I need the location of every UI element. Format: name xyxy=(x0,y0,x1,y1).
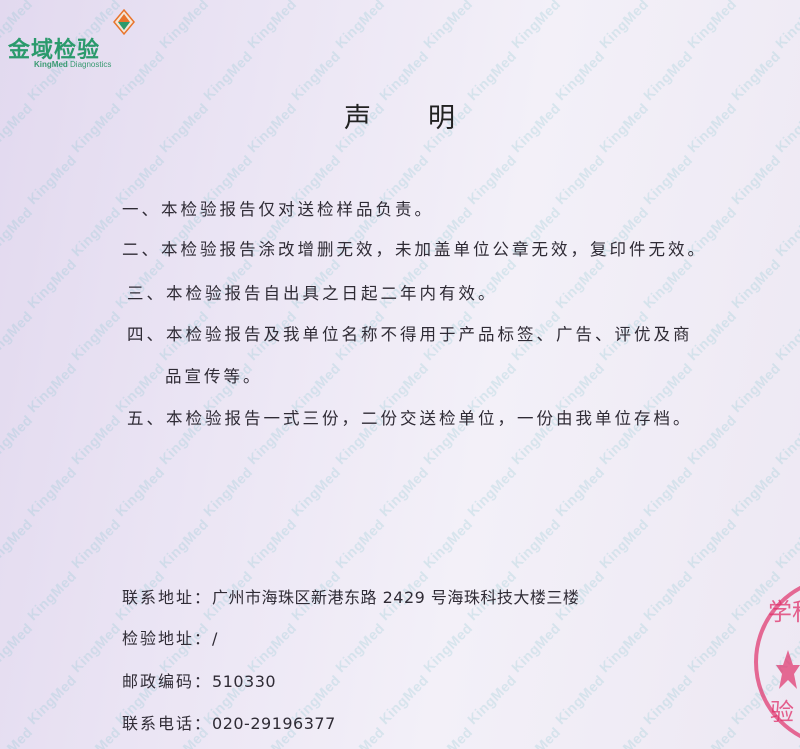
kingmed-logo: 金域检验 KingMed Diagnostics xyxy=(8,8,138,72)
logo-diamond-icon xyxy=(113,8,135,36)
svg-text:学科: 学科 xyxy=(768,598,800,626)
clause-4: 四、本检验报告及我单位名称不得用于产品标签、广告、评优及商 xyxy=(127,325,693,344)
page-title: 声明 xyxy=(344,103,456,134)
contact-address: 联系地址：广州市海珠区新港东路 2429 号海珠科技大楼三楼 xyxy=(122,588,580,607)
red-seal-stamp: 学科 验 xyxy=(754,585,800,739)
clause-5: 五、本检验报告一式三份，二份交送检单位，一份由我单位存档。 xyxy=(127,409,693,428)
contact-phone: 联系电话：020-29196377 xyxy=(122,714,336,733)
svg-text:验: 验 xyxy=(770,698,794,726)
logo-name-cn: 金域检验 xyxy=(8,38,101,63)
logo-name-en: KingMed Diagnostics xyxy=(34,60,112,69)
clause-4-continued: 品宣传等。 xyxy=(165,367,263,386)
clause-1: 一、本检验报告仅对送检样品负责。 xyxy=(122,200,434,219)
clause-2: 二、本检验报告涂改增删无效，未加盖单位公章无效，复印件无效。 xyxy=(122,240,707,259)
lab-address: 检验地址：/ xyxy=(122,629,218,648)
clause-3: 三、本检验报告自出具之日起二年内有效。 xyxy=(127,284,498,303)
postcode: 邮政编码：510330 xyxy=(122,672,277,691)
